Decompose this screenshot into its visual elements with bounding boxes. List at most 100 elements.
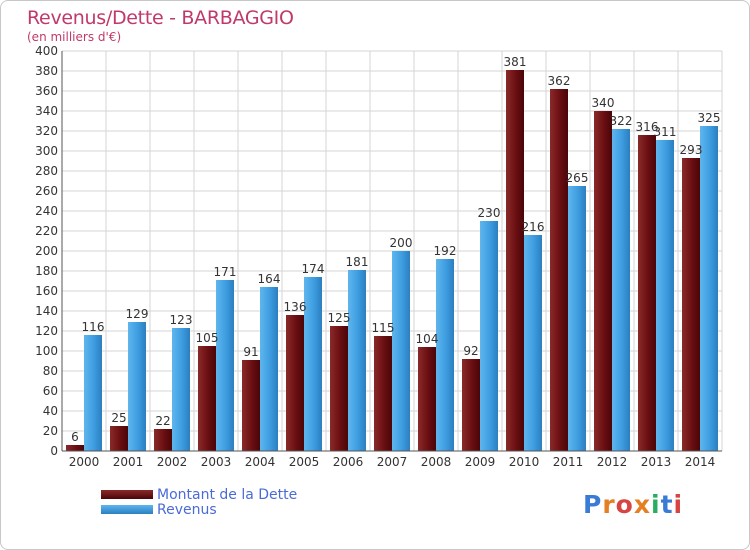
data-label: 116 (82, 320, 105, 334)
legend-label-debt: Montant de la Dette (157, 486, 298, 503)
y-tick-label: 220 (35, 224, 58, 238)
y-tick-label: 80 (43, 364, 58, 378)
bar-dette (198, 346, 216, 451)
bar-dette (110, 426, 128, 451)
x-tick-label: 2008 (421, 455, 452, 469)
logo-letter: o (615, 490, 634, 519)
legend-item-revenus: Revenus (101, 501, 297, 518)
logo-letter: r (602, 490, 616, 519)
y-tick-label: 120 (35, 324, 58, 338)
bar-dette (462, 359, 480, 451)
bar-revenus (700, 126, 718, 451)
data-label: 230 (478, 206, 501, 220)
data-label: 6 (71, 430, 79, 444)
bar-dette (242, 360, 260, 451)
bar-revenus (128, 322, 146, 451)
x-tick-label: 2010 (509, 455, 540, 469)
x-tick-label: 2012 (597, 455, 628, 469)
bar-revenus (84, 335, 102, 451)
data-label: 125 (328, 311, 351, 325)
data-label: 265 (566, 171, 589, 185)
y-tick-label: 40 (43, 404, 58, 418)
x-tick-label: 2011 (553, 455, 584, 469)
bar-dette (330, 326, 348, 451)
data-label: 104 (416, 332, 439, 346)
data-label: 181 (346, 255, 369, 269)
y-tick-label: 20 (43, 424, 58, 438)
bar-revenus (656, 140, 674, 451)
data-label: 171 (214, 265, 237, 279)
data-label: 381 (504, 55, 527, 69)
chart-title: Revenus/Dette - BARBAGGIO (27, 7, 294, 29)
data-label: 25 (111, 411, 126, 425)
bar-revenus (568, 186, 586, 451)
bar-dette (682, 158, 700, 451)
bar-revenus (392, 251, 410, 451)
bar-dette (374, 336, 392, 451)
bar-revenus (524, 235, 542, 451)
data-label: 105 (196, 331, 219, 345)
y-tick-label: 0 (50, 444, 58, 458)
bar-revenus (304, 277, 322, 451)
x-tick-label: 2013 (641, 455, 672, 469)
data-label: 316 (636, 120, 659, 134)
y-tick-label: 380 (35, 64, 58, 78)
data-label: 164 (258, 272, 281, 286)
chart-subtitle: (en milliers d'€) (27, 30, 122, 44)
y-tick-label: 340 (35, 104, 58, 118)
bar-dette (506, 70, 524, 451)
data-label: 136 (284, 300, 307, 314)
y-tick-label: 100 (35, 344, 58, 358)
bar-revenus (348, 270, 366, 451)
x-tick-label: 2007 (377, 455, 408, 469)
x-tick-label: 2009 (465, 455, 496, 469)
proxiti-logo: Proxiti (583, 490, 683, 519)
x-tick-label: 2001 (113, 455, 144, 469)
x-tick-label: 2014 (685, 455, 716, 469)
data-label: 22 (155, 414, 170, 428)
axes: 0 20 40 60 80 100 120 140 160 180 200 220 240 260 280 3… (35, 44, 722, 469)
y-tick-label: 200 (35, 244, 58, 258)
x-tick-label: 2005 (289, 455, 320, 469)
data-label: 200 (390, 236, 413, 250)
y-tick-label: 360 (35, 84, 58, 98)
y-tick-label: 60 (43, 384, 58, 398)
data-label: 362 (548, 74, 571, 88)
data-label: 174 (302, 262, 325, 276)
data-label: 311 (654, 125, 677, 139)
y-tick-label: 260 (35, 184, 58, 198)
y-tick-label: 280 (35, 164, 58, 178)
bar-revenus (480, 221, 498, 451)
y-tick-label: 320 (35, 124, 58, 138)
bar-dette (66, 445, 84, 451)
legend-swatch-revenus (101, 505, 153, 514)
y-tick-label: 240 (35, 204, 58, 218)
x-tick-label: 2004 (245, 455, 276, 469)
bar-revenus (216, 280, 234, 451)
legend-label-revenus: Revenus (157, 501, 217, 518)
legend-swatch-debt (101, 490, 153, 499)
legend: Montant de la Dette Revenus (101, 486, 298, 518)
data-label: 322 (610, 114, 633, 128)
data-label: 115 (372, 321, 395, 335)
bar-dette (154, 429, 172, 451)
x-tick-label: 2002 (157, 455, 188, 469)
bar-revenus (172, 328, 190, 451)
bars (66, 70, 718, 451)
bar-revenus (260, 287, 278, 451)
y-tick-label: 400 (35, 44, 58, 58)
data-label: 293 (680, 143, 703, 157)
data-label: 340 (592, 96, 615, 110)
bar-revenus (612, 129, 630, 451)
x-tick-label: 2000 (69, 455, 100, 469)
y-tick-label: 160 (35, 284, 58, 298)
bar-revenus (436, 259, 454, 451)
data-label: 129 (126, 307, 149, 321)
data-label: 192 (434, 244, 457, 258)
y-tick-label: 180 (35, 264, 58, 278)
bar-dette (550, 89, 568, 451)
logo-letter: i (673, 490, 684, 519)
